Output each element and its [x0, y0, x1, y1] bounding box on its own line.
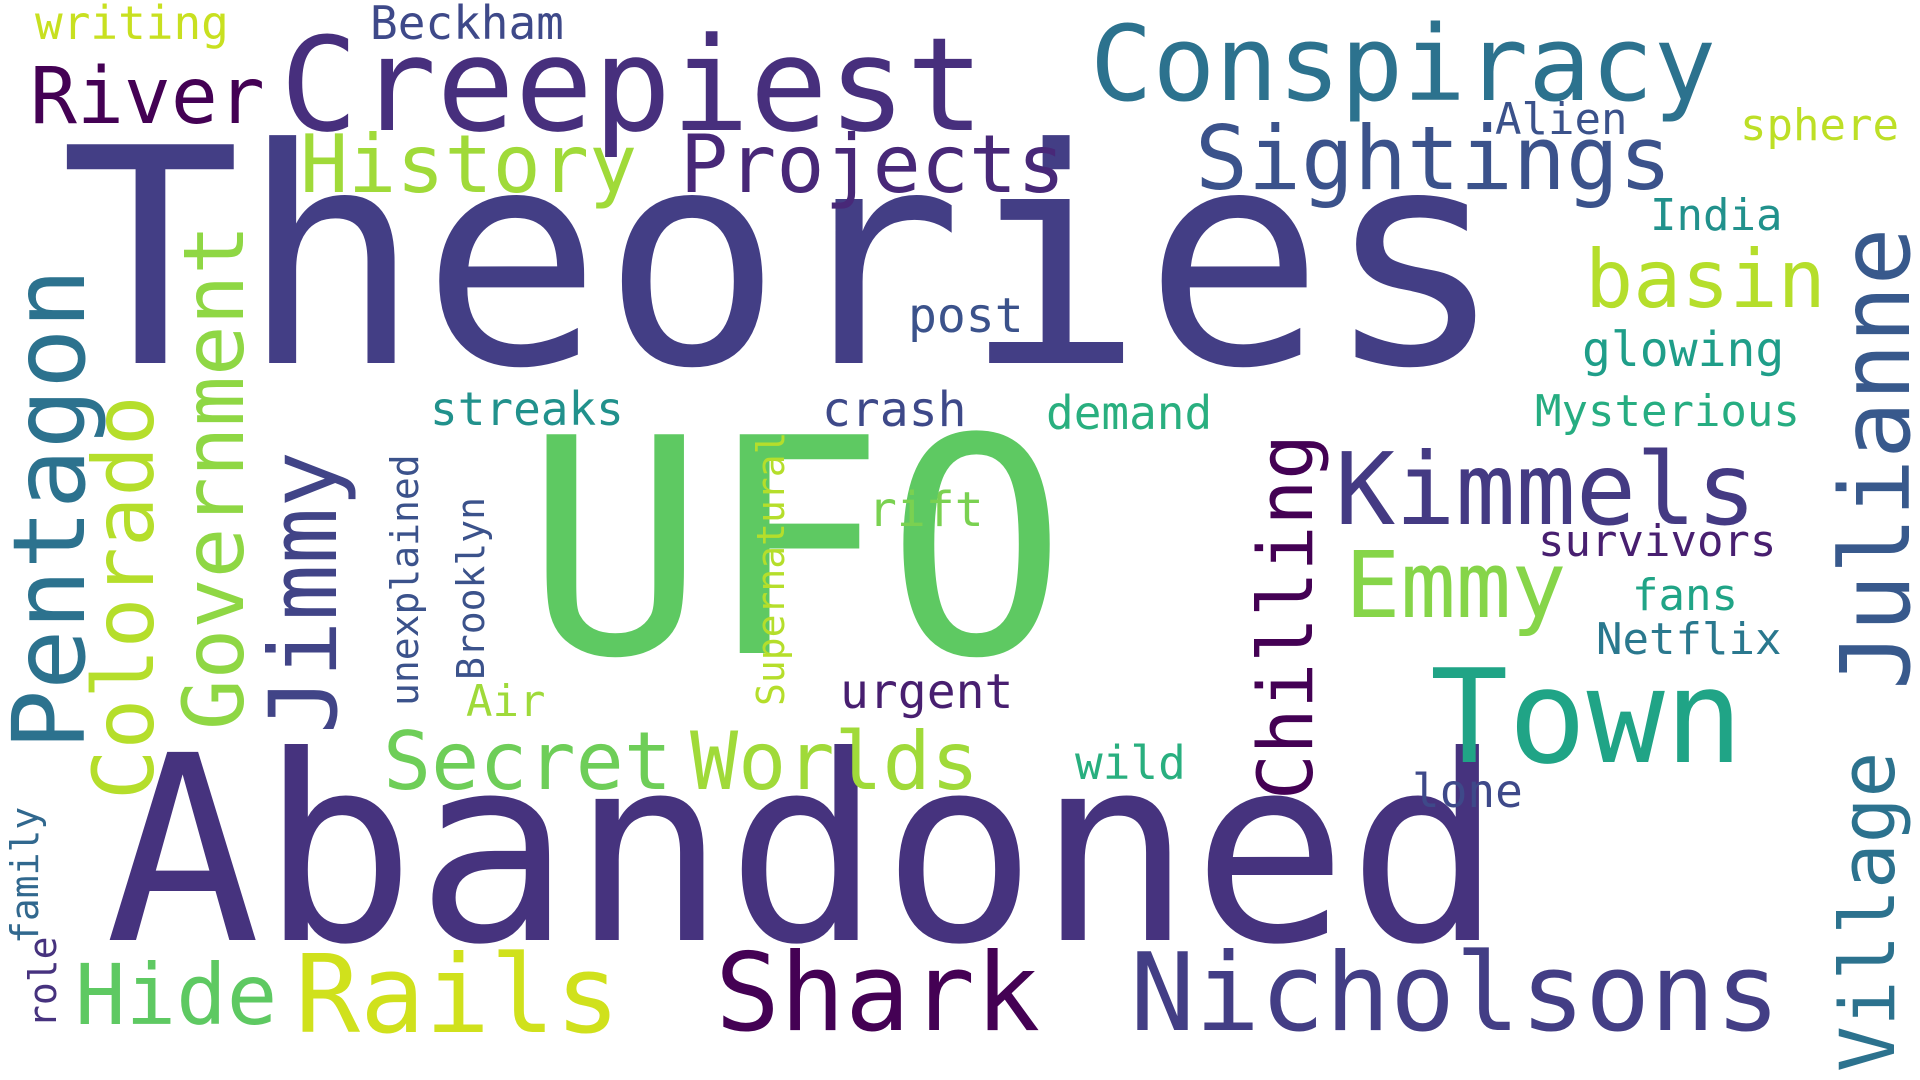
- word-sphere: sphere: [1740, 100, 1899, 151]
- word-rift: rift: [868, 482, 984, 538]
- word-family: family: [3, 806, 47, 944]
- word-mysterious: Mysterious: [1535, 386, 1800, 437]
- word-beckham: Beckham: [370, 0, 564, 50]
- word-conspiracy: Conspiracy: [1090, 3, 1717, 125]
- word-jimmy: Jimmy: [250, 451, 359, 734]
- word-fans: fans: [1632, 570, 1738, 621]
- word-town: Town: [1430, 641, 1744, 793]
- word-writing: writing: [35, 0, 229, 50]
- word-theories: Theories: [60, 85, 1505, 434]
- word-sightings: Sightings: [1195, 107, 1672, 210]
- word-supernatural: Supernatural: [749, 431, 793, 706]
- word-secret: Secret: [383, 715, 672, 808]
- word-history: History: [300, 118, 638, 211]
- word-river: River: [30, 52, 265, 142]
- word-ufo: UFO: [525, 375, 1067, 724]
- word-air: Air: [466, 676, 546, 727]
- word-unexplained: unexplained: [383, 454, 427, 706]
- word-brooklyn: Brooklyn: [449, 496, 493, 680]
- word-glowing: glowing: [1582, 322, 1785, 378]
- word-abandoned: Abandoned: [105, 701, 1503, 1001]
- word-rails: Rails: [295, 933, 621, 1058]
- word-urgent: urgent: [840, 664, 1014, 720]
- word-worlds: Worlds: [690, 715, 979, 808]
- word-demand: demand: [1046, 386, 1213, 440]
- word-basin: basin: [1585, 233, 1826, 326]
- word-village: Village: [1823, 751, 1912, 1072]
- word-hide: Hide: [75, 946, 278, 1044]
- word-nicholsons: Nicholsons: [1130, 931, 1781, 1056]
- word-projects: Projects: [680, 118, 1066, 211]
- word-kimmels: Kimmels: [1335, 431, 1757, 548]
- word-wild: wild: [1075, 736, 1186, 790]
- word-shark: Shark: [715, 931, 1041, 1056]
- word-creepiest: Creepiest: [280, 9, 985, 161]
- word-chilling: Chilling: [1241, 433, 1330, 800]
- word-post: post: [908, 288, 1024, 344]
- word-crash: crash: [822, 382, 967, 438]
- word-pentagon: Pentagon: [0, 268, 108, 750]
- word-julianne: Julianne: [1820, 227, 1920, 690]
- word-india: India: [1650, 190, 1783, 241]
- word-streaks: streaks: [430, 382, 624, 436]
- word-government: Government: [165, 224, 263, 730]
- word-emmy: Emmy: [1345, 532, 1567, 639]
- word-netflix: Netflix: [1596, 614, 1782, 665]
- word-role: role: [21, 936, 65, 1028]
- word-alien: Alien: [1495, 94, 1628, 145]
- word-survivors: survivors: [1538, 516, 1777, 567]
- word-lone: lone: [1412, 764, 1523, 818]
